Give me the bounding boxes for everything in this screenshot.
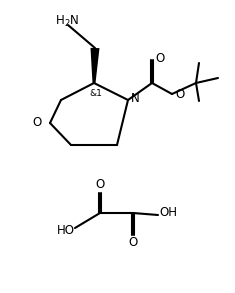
Text: O: O — [175, 88, 185, 101]
Text: O: O — [33, 117, 42, 130]
Text: &1: &1 — [90, 88, 102, 98]
Text: O: O — [95, 178, 105, 192]
Text: N: N — [70, 14, 78, 28]
Text: HO: HO — [57, 224, 75, 238]
Text: O: O — [128, 236, 138, 250]
Polygon shape — [90, 48, 99, 83]
Text: N: N — [131, 93, 139, 105]
Text: H: H — [56, 14, 64, 28]
Text: 2: 2 — [64, 20, 70, 28]
Text: OH: OH — [159, 205, 177, 219]
Text: O: O — [155, 52, 165, 66]
